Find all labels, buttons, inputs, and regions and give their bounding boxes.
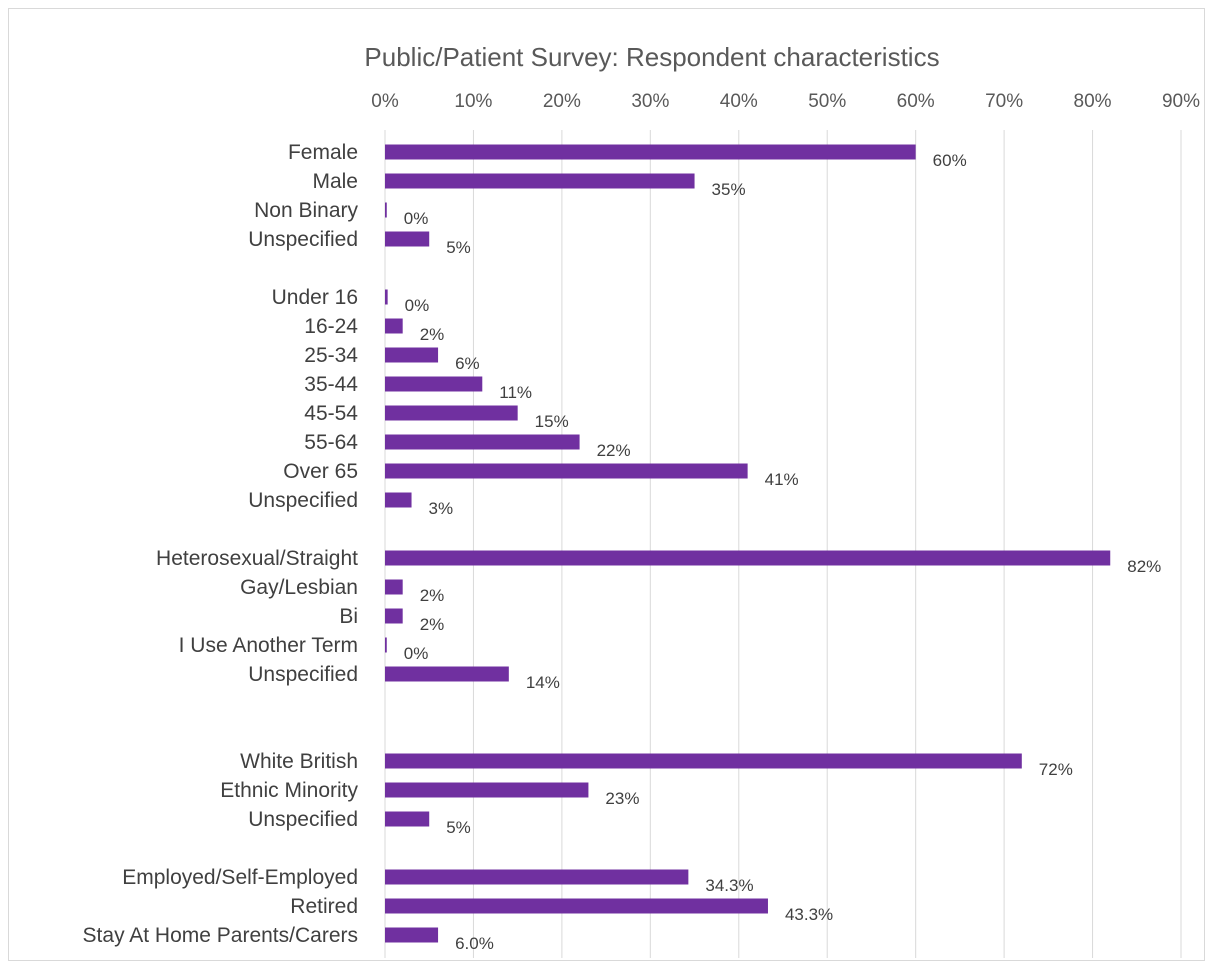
data-label: 15%	[535, 412, 569, 431]
bar	[385, 434, 580, 450]
bar	[385, 492, 412, 508]
bar	[385, 405, 518, 421]
category-label: I Use Another Term	[179, 634, 358, 657]
x-tick-label: 90%	[1162, 91, 1200, 112]
category-label: 45-54	[304, 402, 358, 425]
data-label: 0%	[405, 296, 430, 315]
x-tick-label: 40%	[720, 91, 758, 112]
x-tick-label: 0%	[371, 91, 399, 112]
data-label: 23%	[605, 789, 639, 808]
data-label: 43.3%	[785, 905, 833, 924]
bar	[385, 202, 387, 218]
data-label: 11%	[499, 383, 532, 402]
chart-title: Public/Patient Survey: Respondent charac…	[364, 42, 939, 72]
bar	[385, 579, 403, 595]
category-label: Non Binary	[254, 199, 358, 222]
data-label: 3%	[429, 499, 454, 518]
x-tick-label: 50%	[808, 91, 846, 112]
category-label: Male	[312, 170, 358, 193]
category-label: Employed/Self-Employed	[122, 866, 358, 889]
data-label: 5%	[446, 818, 471, 837]
category-label: Ethnic Minority	[220, 779, 358, 802]
data-label: 41%	[765, 470, 799, 489]
category-label: Unspecified	[248, 808, 358, 831]
data-label: 72%	[1039, 760, 1073, 779]
bar	[385, 898, 768, 914]
bars	[385, 144, 1111, 943]
bar	[385, 753, 1022, 769]
data-label: 5%	[446, 238, 471, 257]
data-label: 0%	[404, 209, 429, 228]
bar	[385, 811, 430, 827]
bar	[385, 347, 439, 363]
bar	[385, 550, 1111, 566]
category-label: 25-34	[304, 344, 358, 367]
bar	[385, 927, 439, 943]
category-label: Heterosexual/Straight	[156, 547, 358, 570]
bar	[385, 608, 403, 624]
data-label: 82%	[1127, 557, 1161, 576]
data-label: 34.3%	[705, 876, 753, 895]
category-label: Female	[288, 141, 358, 164]
category-labels: Female Male Non Binary Unspecified Under 16 1…	[83, 141, 359, 947]
chart-frame	[8, 8, 1205, 961]
bar	[385, 463, 748, 479]
category-label: Unspecified	[248, 228, 358, 251]
data-label: 0%	[404, 644, 429, 663]
x-tick-label: 70%	[985, 91, 1023, 112]
bar	[385, 376, 483, 392]
data-label: 2%	[420, 325, 445, 344]
data-label: 6%	[455, 354, 480, 373]
x-tick-label: 80%	[1074, 91, 1112, 112]
category-label: Stay At Home Parents/Carers	[83, 924, 358, 947]
bar	[385, 231, 430, 247]
category-label: Bi	[339, 605, 358, 628]
category-label: 55-64	[304, 431, 358, 454]
category-label: Gay/Lesbian	[240, 576, 358, 599]
bar	[385, 289, 388, 305]
category-label: 35-44	[304, 373, 358, 396]
data-label: 2%	[420, 615, 445, 634]
data-label: 14%	[526, 673, 560, 692]
x-tick-label: 20%	[543, 91, 581, 112]
category-label: 16-24	[304, 315, 358, 338]
data-label: 35%	[712, 180, 746, 199]
bar	[385, 637, 387, 653]
bar	[385, 318, 403, 334]
category-label: Retired	[290, 895, 358, 918]
bar	[385, 666, 509, 682]
data-labels: 60% 35% 0% 5% 0% 2% 6% 11%15% 22% 41% 3% 82% 2% 2% 0% 1…	[404, 151, 1162, 953]
bar	[385, 173, 695, 189]
data-label: 6.0%	[455, 934, 494, 953]
x-tick-label: 10%	[454, 91, 492, 112]
category-label: Over 65	[283, 460, 358, 483]
x-axis-ticks: 0% 10% 20% 30% 40% 50% 60% 70% 80% 90%	[371, 91, 1200, 112]
category-label: Under 16	[272, 286, 358, 309]
data-label: 2%	[420, 586, 445, 605]
bar	[385, 144, 916, 160]
x-tick-label: 30%	[631, 91, 669, 112]
x-tick-label: 60%	[897, 91, 935, 112]
bar	[385, 869, 689, 885]
category-label: Unspecified	[248, 663, 358, 686]
data-label: 60%	[933, 151, 967, 170]
data-label: 22%	[597, 441, 631, 460]
bar	[385, 782, 589, 798]
category-label: Unspecified	[248, 489, 358, 512]
category-label: White British	[240, 750, 358, 773]
gridlines	[384, 130, 1182, 958]
